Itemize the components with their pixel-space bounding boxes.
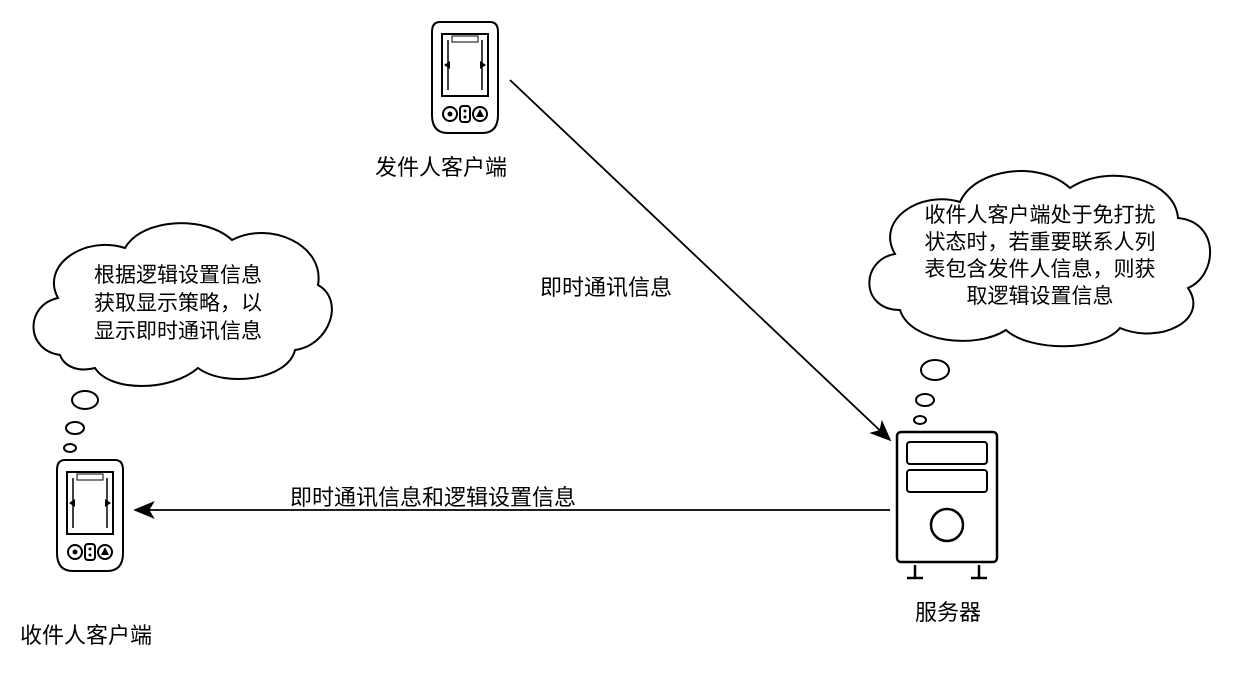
edge-sender-to-server (510, 80, 890, 440)
server-icon (897, 432, 997, 578)
server-thought-line-1: 状态时，若重要联系人列 (925, 231, 1156, 254)
recipient-thought-line-1: 获取显示策略，以 (94, 292, 262, 315)
sender-client-icon (432, 22, 498, 133)
recipient-thought-line-0: 根据逻辑设置信息 (94, 264, 262, 287)
diagram-canvas: 收件人客户端处于免打扰 状态时，若重要联系人列 表包含发件人信息，则获 取逻辑设… (0, 0, 1240, 673)
server-thought-line-3: 取逻辑设置信息 (967, 285, 1114, 308)
server-thought-line-2: 表包含发件人信息，则获 (925, 258, 1156, 281)
recipient-client-icon (57, 460, 123, 571)
recipient-client-label: 收件人客户端 (20, 618, 152, 650)
server-thought-bubble: 收件人客户端处于免打扰 状态时，若重要联系人列 表包含发件人信息，则获 取逻辑设… (869, 171, 1210, 424)
server-label: 服务器 (915, 595, 981, 627)
recipient-thought-bubble: 根据逻辑设置信息 获取显示策略，以 显示即时通讯信息 (33, 223, 331, 452)
edge-sender-server-label: 即时通讯信息 (540, 270, 672, 302)
edge-server-recipient-label: 即时通讯信息和逻辑设置信息 (290, 480, 576, 512)
recipient-thought-line-2: 显示即时通讯信息 (94, 320, 262, 343)
server-thought-line-0: 收件人客户端处于免打扰 (925, 204, 1156, 227)
sender-client-label: 发件人客户端 (375, 150, 507, 182)
